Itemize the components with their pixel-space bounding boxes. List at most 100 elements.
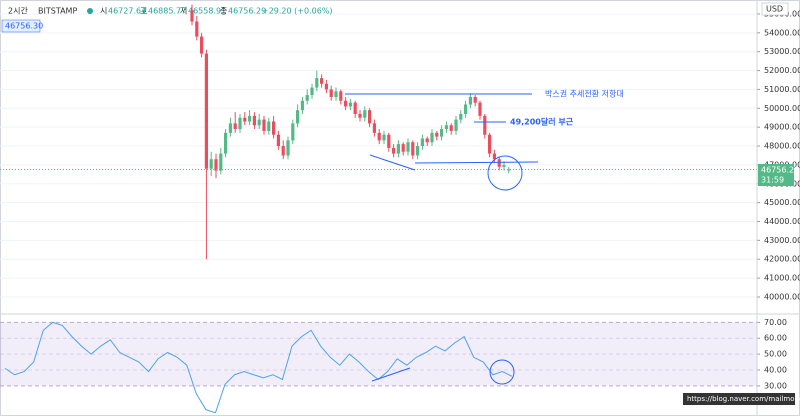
candle-body bbox=[353, 102, 357, 114]
candle-body bbox=[339, 91, 343, 101]
ohlc-label: 저 bbox=[180, 7, 187, 16]
last-price: 46756.29 bbox=[761, 166, 799, 175]
watermark: https://blog.naver.com/mailmond2 bbox=[687, 395, 800, 403]
y-tick-label: 43000.00 bbox=[764, 236, 800, 245]
candle-body bbox=[368, 110, 372, 124]
circle-marker bbox=[487, 155, 523, 191]
candle-body bbox=[296, 110, 300, 124]
candle-body bbox=[420, 138, 424, 147]
ohlc-value: 46558.91 bbox=[188, 7, 226, 16]
y-tick-label: 51000.00 bbox=[764, 85, 800, 94]
candle-body bbox=[478, 102, 482, 116]
candle-body bbox=[329, 89, 333, 97]
cursor-price: 46756.30 bbox=[5, 22, 43, 31]
candle-body bbox=[430, 132, 434, 143]
candle-body bbox=[435, 132, 439, 137]
watermark-box bbox=[683, 393, 795, 405]
candle-body bbox=[344, 100, 348, 107]
candle-body bbox=[488, 134, 492, 154]
countdown: 31:59 bbox=[761, 176, 784, 185]
candle-body bbox=[334, 91, 338, 97]
candle-body bbox=[214, 159, 218, 171]
candle-body bbox=[377, 132, 381, 141]
candle-body bbox=[449, 125, 453, 131]
interval: 2시간 bbox=[8, 6, 28, 16]
cursor-price-box bbox=[1, 19, 41, 33]
ohlc-change: +29.20 (+0.06%) bbox=[262, 7, 333, 16]
candle-body bbox=[200, 36, 204, 54]
candle-body bbox=[382, 134, 386, 141]
candle-body bbox=[401, 144, 405, 152]
y-tick-label: 30.00 bbox=[764, 381, 787, 390]
candle-body bbox=[348, 102, 352, 107]
candle-body bbox=[483, 115, 487, 135]
annotation: 49,200달러 부근 bbox=[510, 117, 574, 127]
trend-line bbox=[369, 154, 416, 171]
trend-line bbox=[371, 367, 411, 382]
candle-body bbox=[473, 96, 477, 103]
candle-body bbox=[464, 104, 468, 114]
candle-body bbox=[310, 87, 314, 96]
candle-body bbox=[468, 96, 472, 105]
candle-body bbox=[248, 115, 252, 122]
candle-body bbox=[252, 115, 256, 126]
candle-body bbox=[305, 95, 309, 101]
y-tick-label: 50000.00 bbox=[764, 104, 800, 113]
status-dot bbox=[87, 8, 93, 14]
ohlc-value: 46727.64 bbox=[108, 7, 146, 16]
candle-body bbox=[238, 117, 242, 130]
candle-body bbox=[507, 169, 511, 171]
candle-body bbox=[286, 140, 290, 156]
y-tick-label: 40000.00 bbox=[764, 292, 800, 301]
y-tick-label: 53000.00 bbox=[764, 47, 800, 56]
y-tick-label: 44000.00 bbox=[764, 217, 800, 226]
candle-body bbox=[291, 123, 295, 141]
candle-body bbox=[396, 144, 400, 154]
currency-box bbox=[761, 2, 789, 16]
candle-body bbox=[320, 78, 324, 84]
candle-body bbox=[416, 146, 420, 156]
candle-body bbox=[276, 134, 280, 147]
candle-body bbox=[406, 142, 410, 152]
candle-body bbox=[272, 121, 276, 135]
candle-body bbox=[267, 121, 271, 131]
ohlc-value: 46756.29 bbox=[228, 7, 266, 16]
candle-body bbox=[257, 119, 261, 126]
last-price-box bbox=[758, 164, 794, 186]
candle-body bbox=[209, 159, 213, 169]
candle-body bbox=[444, 125, 448, 130]
candle-body bbox=[440, 129, 444, 137]
candle-body bbox=[454, 119, 458, 131]
ohlc-label: 종 bbox=[220, 7, 227, 16]
y-tick-label: 48000.00 bbox=[764, 142, 800, 151]
y-tick-label: 49000.00 bbox=[764, 123, 800, 132]
y-tick-label: 70.00 bbox=[764, 318, 787, 327]
circle-marker bbox=[489, 359, 515, 385]
candle-body bbox=[372, 123, 376, 133]
legend-header: 2시간 BITSTAMP 시 46727.64 고 46885.77 저 465… bbox=[1, 2, 789, 33]
candle-body bbox=[363, 110, 367, 118]
y-tick-label: 42000.00 bbox=[764, 255, 800, 264]
y-tick-label: 60.00 bbox=[764, 334, 787, 343]
ohlc-label: 시 bbox=[100, 7, 107, 16]
candle-body bbox=[224, 132, 228, 154]
candle-body bbox=[387, 134, 391, 148]
candle-body bbox=[502, 164, 506, 167]
annotation: 박스권 추세전환 저항대 bbox=[545, 89, 624, 99]
candle-body bbox=[243, 117, 247, 122]
y-tick-label: 50.00 bbox=[764, 350, 787, 359]
candle-body bbox=[492, 153, 496, 160]
rsi-band bbox=[0, 322, 757, 386]
ohlc-value: 46885.77 bbox=[148, 7, 186, 16]
candle-body bbox=[190, 10, 194, 22]
currency: USD bbox=[766, 5, 783, 14]
candle-body bbox=[425, 138, 429, 143]
y-tick-label: 52000.00 bbox=[764, 66, 800, 75]
candle-body bbox=[315, 78, 319, 88]
y-tick-label: 45000.00 bbox=[764, 198, 800, 207]
candle-body bbox=[497, 159, 501, 167]
y-tick-label: 54000.00 bbox=[764, 28, 800, 37]
candle-body bbox=[204, 53, 208, 169]
